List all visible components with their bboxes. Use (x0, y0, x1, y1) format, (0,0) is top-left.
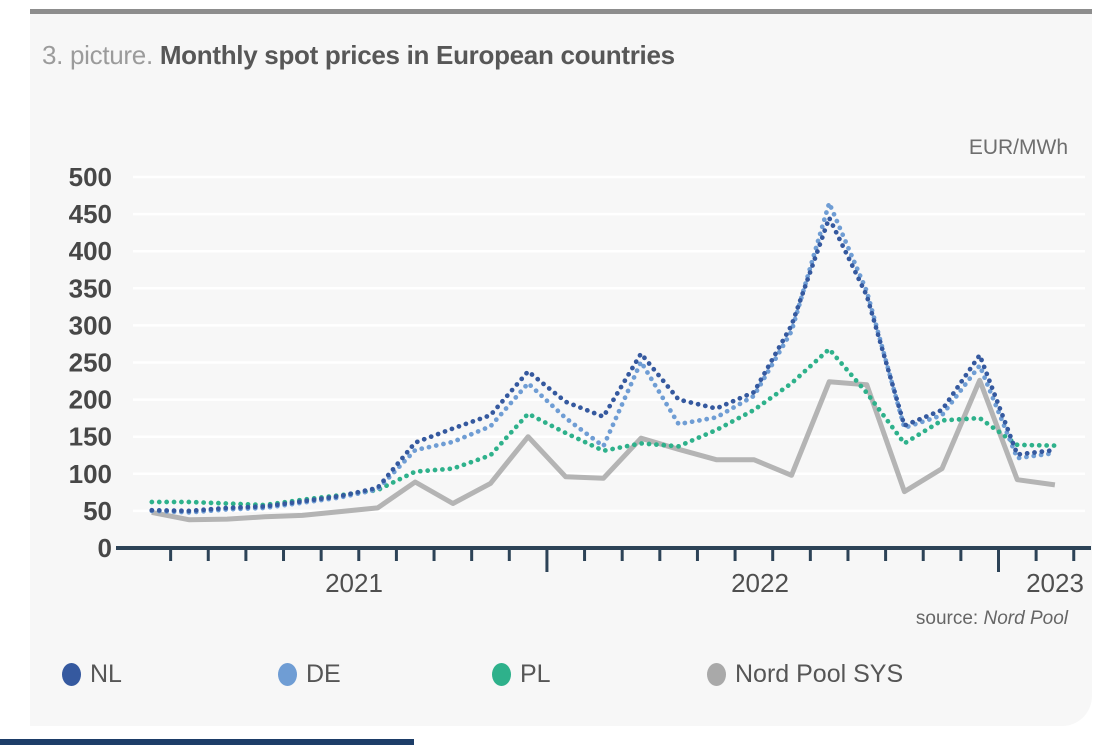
source-line: source: Nord Pool (916, 608, 1068, 630)
legend-label-de: DE (306, 660, 341, 688)
y-tick-label-300: 300 (69, 310, 112, 340)
panel-top-rule (30, 9, 1092, 14)
unit-label: EUR/MWh (968, 136, 1068, 159)
legend-item-de: DE (278, 660, 341, 689)
legend-item-nordpool-sys: Nord Pool SYS (707, 660, 903, 689)
legend-marker-de-icon (278, 663, 297, 686)
y-tick-label-500: 500 (69, 162, 112, 192)
y-tick-label-100: 100 (69, 459, 112, 489)
y-tick-label-250: 250 (69, 348, 112, 378)
source-prefix: source: (915, 608, 979, 629)
x-year-label-2023: 2023 (1026, 568, 1084, 598)
figure-title: 3. picture. Monthly spot prices in Europ… (42, 40, 675, 71)
y-tick-label-350: 350 (69, 273, 112, 303)
series-line-nl (149, 215, 1058, 514)
source-name: Nord Pool (983, 608, 1069, 629)
series-line-de (149, 200, 1058, 515)
legend-item-nl: NL (62, 660, 122, 689)
legend-marker-pl-icon (492, 663, 511, 686)
figure-number: 3. picture. (42, 40, 153, 70)
chart-legend: NL DE PL Nord Pool SYS (62, 660, 1062, 694)
y-tick-label-200: 200 (69, 385, 112, 415)
legend-item-pl: PL (492, 660, 551, 689)
figure-panel (30, 9, 1092, 726)
legend-label-pl: PL (520, 660, 551, 688)
x-year-label-2022: 2022 (731, 568, 789, 598)
y-tick-label-0: 0 (98, 533, 112, 563)
y-tick-label-150: 150 (69, 422, 112, 452)
series-line-pl (149, 346, 1058, 508)
series-line-nord-pool-sys (151, 377, 1056, 523)
y-tick-label-450: 450 (69, 199, 112, 229)
page-footer-rule (0, 739, 414, 745)
y-tick-label-400: 400 (69, 236, 112, 266)
legend-label-nl: NL (90, 660, 122, 688)
figure-title-text: Monthly spot prices in European countrie… (159, 40, 675, 70)
y-tick-label-50: 50 (83, 496, 112, 526)
x-year-label-2021: 2021 (325, 568, 383, 598)
legend-label-nordpool-sys: Nord Pool SYS (735, 660, 904, 688)
legend-marker-nordpool-sys-icon (707, 663, 726, 686)
legend-marker-nl-icon (62, 663, 81, 686)
